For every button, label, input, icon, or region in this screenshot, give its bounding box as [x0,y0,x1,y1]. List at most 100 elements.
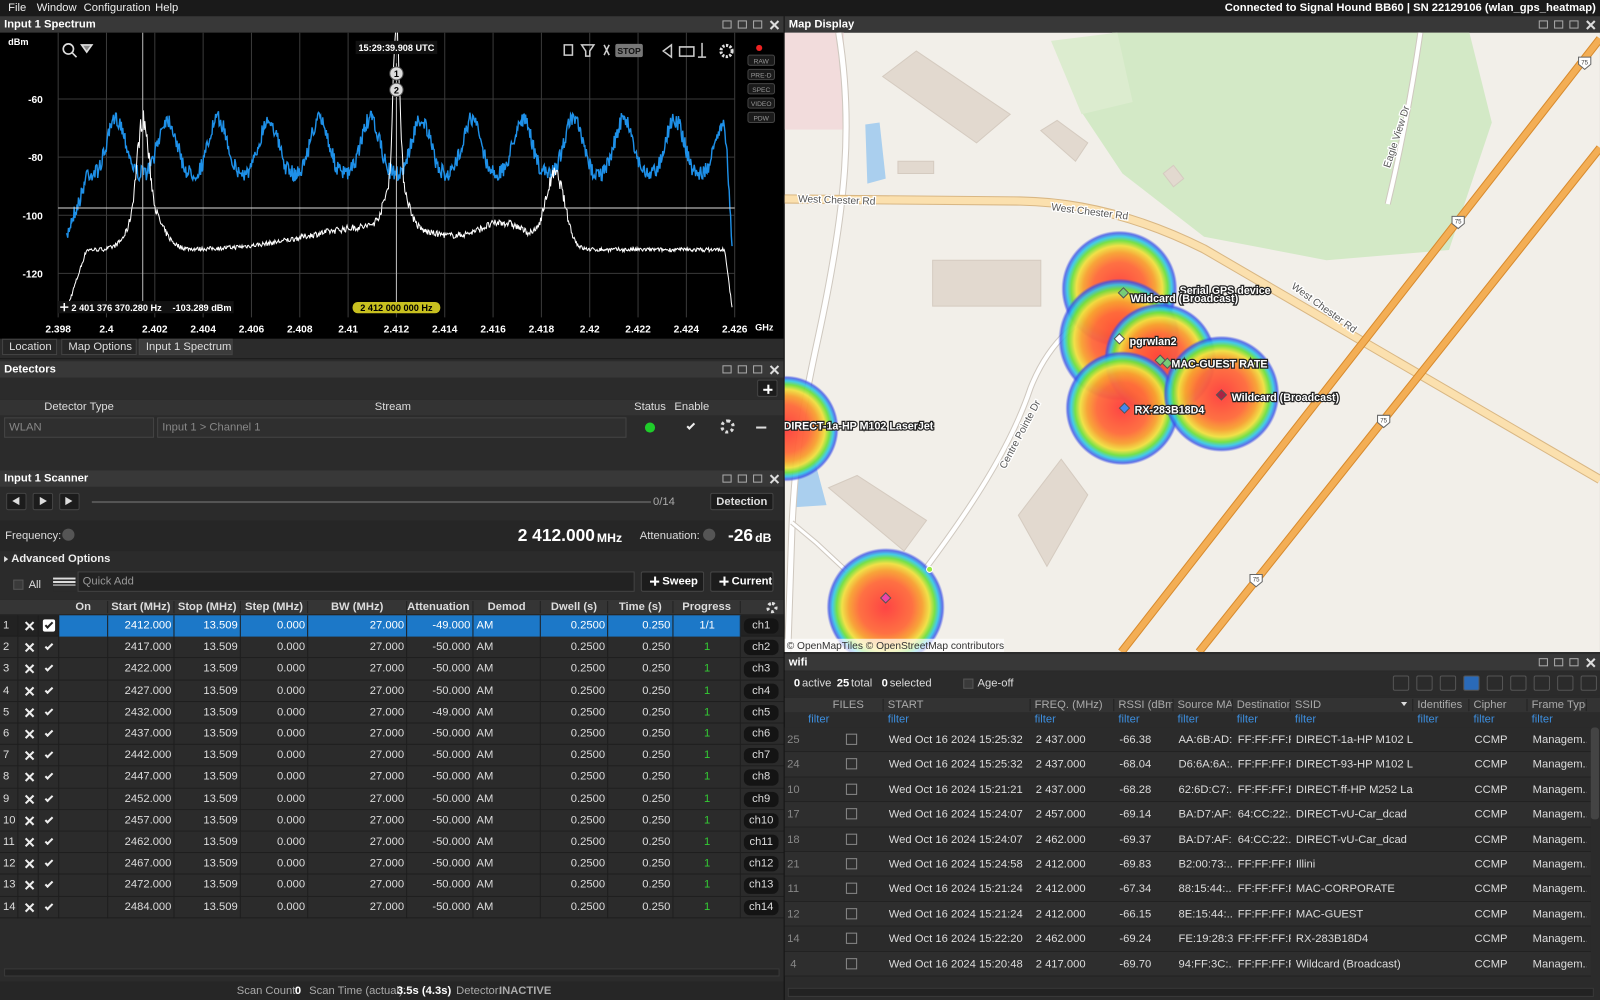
column-header[interactable]: Identifies [1413,698,1470,712]
add-detector-button[interactable] [757,379,778,397]
channel-tag[interactable]: ch14 [743,899,779,916]
window-button[interactable] [1569,658,1579,667]
toolbar-button[interactable] [1416,675,1433,691]
detector-type-dropdown[interactable]: WLAN [4,417,155,438]
menu-button[interactable] [53,571,76,592]
remove-row-button[interactable] [24,665,33,674]
remove-row-button[interactable] [24,773,33,782]
menu-item[interactable]: File [8,2,27,15]
column-header[interactable]: Frame Type [1528,698,1587,712]
channel-tag[interactable]: ch3 [743,661,779,678]
table-row[interactable] [0,766,784,789]
filter-input[interactable]: filter [1034,713,1056,726]
filter-input[interactable]: filter [887,713,909,726]
advanced-options[interactable]: Advanced Options [11,553,111,566]
remove-row-button[interactable] [24,816,33,825]
window-button[interactable] [737,365,747,374]
toolbar-button[interactable] [1580,675,1597,691]
table-row[interactable] [0,809,784,832]
toolbar-button[interactable] [1392,675,1410,691]
tab[interactable] [61,338,137,356]
channel-tag[interactable]: ch4 [743,683,779,699]
wifi-row[interactable] [784,901,1591,927]
table-row[interactable] [0,853,784,875]
close-button[interactable] [769,365,778,374]
channel-tag[interactable]: ch10 [743,813,779,829]
stream-dropdown[interactable]: Input 1 > Channel 1 [157,417,627,438]
toolbar-button[interactable] [1533,675,1550,691]
window-button[interactable] [1569,20,1579,29]
wifi-row[interactable] [784,926,1591,952]
current-button-label[interactable]: Current [731,575,773,588]
table-row[interactable] [0,658,784,681]
sweep-button-label[interactable]: Sweep [662,575,698,588]
row-checkbox[interactable] [42,619,56,632]
wifi-row[interactable] [784,852,1591,877]
window-button[interactable] [737,474,747,483]
attenuation-value[interactable]: -26 [727,525,754,545]
toolbar-button[interactable] [1463,675,1480,691]
frequency-value[interactable]: 2 412.000 [517,525,595,545]
channel-tag[interactable]: ch12 [743,856,779,872]
window-button[interactable] [722,20,732,29]
quick-add-input[interactable]: Quick Add [77,571,635,592]
toolbar-button[interactable] [1486,675,1504,691]
channel-tag[interactable]: ch2 [743,639,779,656]
table-settings[interactable] [766,602,778,614]
table-row[interactable] [0,723,784,746]
remove-row-button[interactable] [24,621,33,630]
column-header[interactable]: SSID [1291,698,1414,712]
close-button[interactable] [769,20,778,29]
remove-row-button[interactable] [24,794,33,803]
table-row[interactable] [0,896,784,919]
wifi-row[interactable] [784,827,1591,853]
channel-tag[interactable]: ch5 [743,704,779,721]
window-button[interactable] [753,20,763,29]
filter-input[interactable]: filter [1417,713,1439,726]
window-button[interactable] [753,365,763,374]
window-button[interactable] [737,20,747,29]
channel-tag[interactable]: ch7 [743,748,779,764]
table-row[interactable] [0,745,784,767]
select-all-box[interactable] [13,579,24,590]
remove-row-button[interactable] [24,643,33,652]
channel-tag[interactable]: ch9 [743,791,779,807]
window-button[interactable] [1538,658,1548,667]
age-off-box[interactable] [963,678,974,689]
remove-row-button[interactable] [24,708,33,717]
remove-row-button[interactable] [24,751,33,760]
remove-row-button[interactable] [24,903,33,912]
remove-row-button[interactable] [24,730,33,739]
table-row[interactable] [0,874,784,897]
toolbar-button[interactable] [1557,675,1574,691]
filter-input[interactable]: filter [1473,713,1495,726]
filter-input[interactable]: filter [808,713,830,726]
tab[interactable] [138,338,233,356]
wifi-row[interactable] [784,951,1591,977]
channel-tag[interactable]: ch8 [743,769,779,786]
filter-input[interactable]: filter [1294,713,1317,726]
filter-input[interactable]: filter [1118,713,1140,726]
column-header[interactable]: RSSI (dBm) [1114,698,1174,712]
window-button[interactable] [1554,658,1564,667]
channel-tag[interactable]: ch13 [743,877,779,894]
tab-label[interactable]: Location [9,340,52,354]
detector-settings[interactable] [720,419,735,434]
menu-item[interactable]: Configuration [83,2,151,15]
window-button[interactable] [722,474,732,483]
channel-tag[interactable]: ch6 [743,726,779,743]
wifi-row[interactable] [784,802,1591,828]
table-row[interactable] [0,701,784,724]
wifi-row[interactable] [784,727,1591,753]
tab-label[interactable]: Input 1 Spectrum [145,340,232,354]
remove-row-button[interactable] [24,838,33,847]
remove-row-button[interactable] [24,859,33,868]
remove-row-button[interactable] [24,881,33,890]
toolbar-button[interactable] [1439,675,1457,691]
remove-detector[interactable] [756,426,767,429]
wifi-row[interactable] [784,752,1591,778]
window-button[interactable] [753,474,763,483]
toolbar-button[interactable] [1510,675,1527,691]
column-header[interactable]: FILES [806,698,884,712]
filter-input[interactable]: filter [1236,713,1258,726]
